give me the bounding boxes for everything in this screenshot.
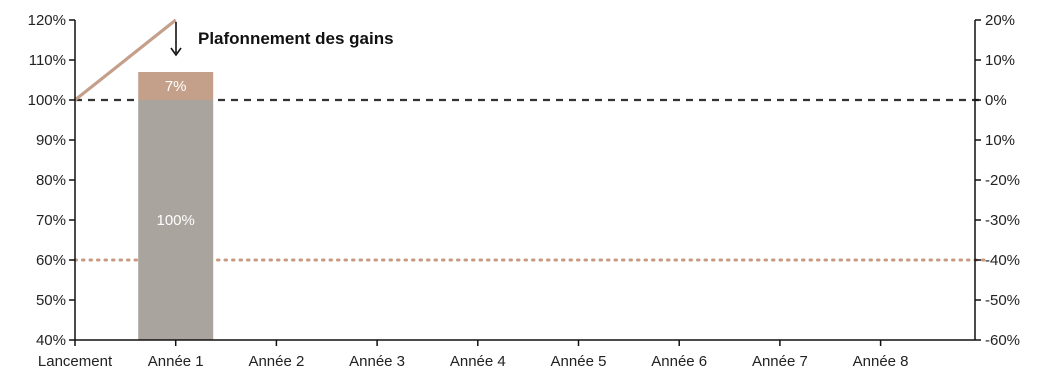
annotation-label: Plafonnement des gains (198, 29, 394, 48)
axes: 40% 50% 60% 70% 80% 90% 100% 110% 120% -60% -50% -4… (28, 12, 1020, 370)
y-tick-label-3: 70% (36, 212, 66, 229)
bar-label-1-1: 7% (165, 78, 187, 95)
x-tick-label-7: Année 7 (752, 353, 808, 370)
x-tick-label-5: Année 5 (551, 353, 607, 370)
x-tick-label-6: Année 6 (651, 353, 707, 370)
y-tick-label-0: 40% (36, 332, 66, 349)
bar-1-1 (138, 72, 214, 100)
x-tick-label-2: Année 2 (248, 353, 304, 370)
y-tick-label-1: 50% (36, 292, 66, 309)
x-tick-label-1: Année 1 (148, 353, 204, 370)
line-series (74, 18, 177, 102)
bar-label-0-1: 100% (157, 212, 195, 229)
reference-lines (73, 98, 987, 262)
line-series-path (74, 18, 177, 102)
y2-tick-label-6: 0% (985, 92, 1007, 109)
y2-tick-label-2: -40% (985, 252, 1020, 269)
y-tick-label-7: 110% (29, 52, 66, 69)
y2-tick-label-1: -50% (985, 292, 1020, 309)
y2-tick-label-0: -60% (985, 332, 1020, 349)
y-tick-label-5: 90% (36, 132, 66, 149)
y2-tick-label-4: -20% (985, 172, 1020, 189)
annotation: Plafonnement des gains (170, 22, 394, 57)
bar-0-1 (138, 100, 214, 340)
y-tick-label-2: 60% (36, 252, 66, 269)
x-tick-label-4: Année 4 (450, 353, 506, 370)
y-tick-label-6: 100% (28, 92, 66, 109)
x-tick-label-3: Année 3 (349, 353, 405, 370)
annotation-arrow-head (170, 47, 182, 57)
y2-tick-label-8: 20% (985, 12, 1015, 29)
bars: 100% 7% (138, 72, 214, 340)
y-tick-label-8: 120% (28, 12, 66, 29)
y-tick-label-4: 80% (36, 172, 66, 189)
x-tick-label-8: Année 8 (853, 353, 909, 370)
y2-tick-label-5: 10% (985, 132, 1015, 149)
y2-tick-label-3: -30% (985, 212, 1020, 229)
x-tick-label-0: Lancement (38, 353, 113, 370)
y2-tick-label-7: 10% (985, 52, 1015, 69)
